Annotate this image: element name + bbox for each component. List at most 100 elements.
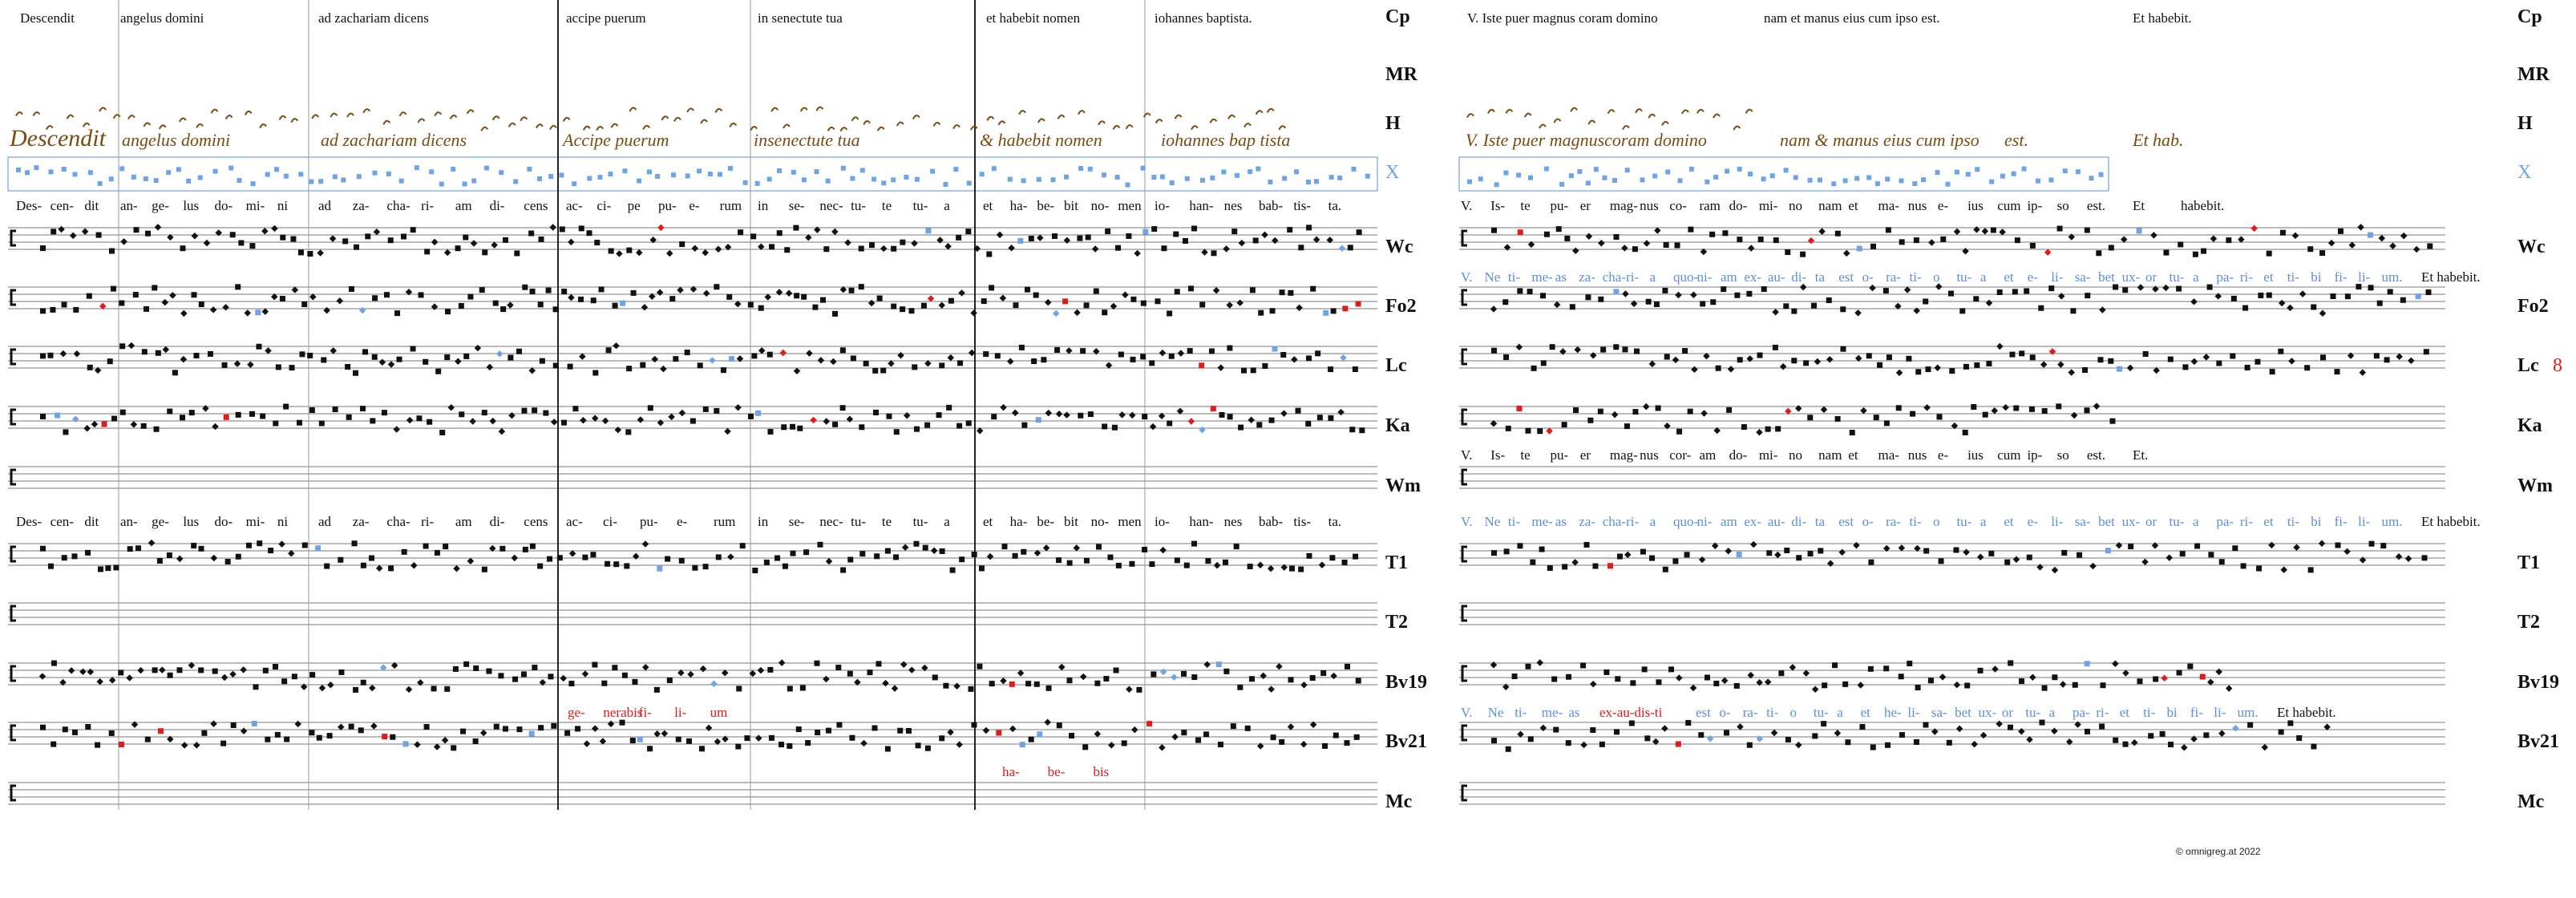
punctum-note xyxy=(1306,224,1312,231)
rhombus-note xyxy=(1611,411,1619,419)
rhombus-note xyxy=(1764,678,1772,686)
siglum-h: H xyxy=(1385,113,1401,134)
punctum-note xyxy=(198,667,204,674)
punctum-note xyxy=(1662,566,1668,572)
rhombus-note xyxy=(2122,669,2129,677)
rhombus-note xyxy=(727,553,734,560)
adiastematic-neume xyxy=(851,116,859,122)
punctum-note xyxy=(167,408,173,415)
rhombus-note xyxy=(1999,229,2006,236)
punctum-note xyxy=(253,684,259,690)
punctum-note xyxy=(578,225,584,232)
punctum-note xyxy=(1330,308,1337,314)
punctum-note xyxy=(1149,561,1155,568)
punctum-note xyxy=(767,428,774,435)
punctum-note xyxy=(1066,560,1073,566)
punctum-note xyxy=(1553,726,1559,733)
bv19-blue-syllable: et xyxy=(1861,705,1871,720)
rhombus-note xyxy=(180,309,188,318)
rhombus-note xyxy=(1895,369,1903,377)
punctum-note xyxy=(893,429,900,435)
adiastematic-neume xyxy=(1696,108,1705,114)
punctum-note xyxy=(1167,420,1173,427)
punctum-note xyxy=(632,678,638,685)
rhombus-note xyxy=(1177,350,1185,357)
punctum-note xyxy=(1757,237,1764,243)
punctum-note xyxy=(1906,355,1912,362)
rhombus-note xyxy=(390,661,398,669)
siglum-x: X xyxy=(2517,162,2531,183)
x-blue-note xyxy=(622,168,628,174)
lyrics-syllable: cen- xyxy=(51,198,75,213)
rhombus-note xyxy=(2074,721,2081,728)
punctum-note xyxy=(1069,733,1075,739)
rhombus-note xyxy=(469,418,476,425)
punctum-note xyxy=(318,420,325,427)
adiastematic-neume xyxy=(549,124,557,130)
punctum-note xyxy=(1051,233,1057,240)
x-source-frame xyxy=(7,156,1378,192)
punctum-note xyxy=(2279,229,2286,236)
punctum-note xyxy=(939,362,945,369)
punctum-note xyxy=(2307,246,2314,253)
rhombus-note xyxy=(1774,551,1781,559)
punctum-note xyxy=(2230,295,2237,301)
cp-header-verse: nam et manus eius cum ipso est. xyxy=(1764,10,1940,26)
punctum-note xyxy=(152,667,158,674)
bv21-variant-syllable: be- xyxy=(1048,764,1066,779)
wc-blue-syllable: a xyxy=(1650,269,1656,285)
punctum-note xyxy=(2041,685,2048,691)
punctum-note xyxy=(1624,423,1630,430)
wm-blue-syllable: sa- xyxy=(2075,514,2091,529)
rhombus-note xyxy=(222,304,229,311)
punctum-note xyxy=(1181,730,1187,736)
punctum-note xyxy=(2178,241,2184,248)
punctum-note xyxy=(620,300,626,306)
adiastematic-neume xyxy=(1505,108,1514,114)
rhombus-note xyxy=(1807,237,1815,245)
x-blue-note xyxy=(1184,176,1190,181)
x-blue-note xyxy=(228,165,234,171)
punctum-note xyxy=(463,353,470,359)
punctum-note xyxy=(1885,227,1891,233)
punctum-note xyxy=(2084,728,2090,734)
punctum-note xyxy=(439,429,446,435)
rhombus-note xyxy=(1490,305,1498,313)
punctum-note xyxy=(111,415,118,422)
x-blue-note xyxy=(697,168,702,174)
lyrics-syllable: tu- xyxy=(851,198,866,213)
siglum-lc: Lc xyxy=(2517,355,2539,376)
adiastematic-neume xyxy=(1057,114,1066,119)
rhombus-note xyxy=(831,228,839,236)
rhombus-note xyxy=(1654,227,1661,234)
x-blue-note xyxy=(1248,169,1253,175)
punctum-note xyxy=(720,367,726,374)
punctum-note xyxy=(986,251,993,257)
rhombus-note xyxy=(271,293,278,301)
punctum-note xyxy=(172,370,178,376)
lyrics-syllable: ni xyxy=(277,198,289,213)
rhombus-note xyxy=(657,224,665,232)
punctum-note xyxy=(586,230,592,237)
punctum-note xyxy=(1915,369,1922,375)
rhombus-note xyxy=(507,301,514,309)
punctum-note xyxy=(1130,296,1137,302)
lyrics-syllable-t1: in xyxy=(758,514,769,529)
c-clef-icon xyxy=(1461,468,1467,486)
siglum-mc: Mc xyxy=(2517,791,2545,812)
rhombus-note xyxy=(1589,680,1597,688)
c-clef-icon xyxy=(10,605,16,622)
x-blue-note xyxy=(1602,175,1607,180)
rhombus-note xyxy=(1000,677,1007,685)
lyrics-syllable: et xyxy=(983,198,993,213)
punctum-note xyxy=(1353,734,1360,740)
punctum-note xyxy=(1111,424,1118,431)
rhombus-note xyxy=(1585,233,1593,241)
punctum-note xyxy=(630,289,637,296)
punctum-note xyxy=(280,234,286,241)
rhombus-note xyxy=(817,357,825,364)
punctum-note xyxy=(1491,550,1497,556)
rhombus-note xyxy=(375,564,383,572)
x-blue-note xyxy=(1624,168,1630,173)
ka-lyrics-syllable: Et. xyxy=(2133,447,2148,463)
